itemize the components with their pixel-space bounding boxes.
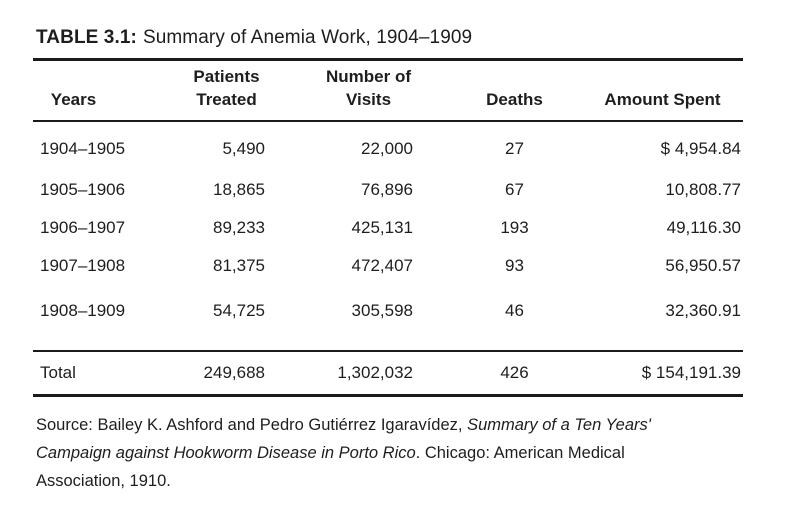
visits-cell: 305,598 xyxy=(351,301,413,320)
years-cell: 1906–1907 xyxy=(40,218,126,237)
book-title-italic: Summary of a Ten Years' xyxy=(467,416,651,434)
column-header-label: Years xyxy=(50,90,97,109)
total-patients-cell: 249,688 xyxy=(150,350,267,396)
visits-cell: 76,896 xyxy=(361,180,413,199)
source-text: . Chicago: American Medical xyxy=(415,444,625,462)
column-header-deaths: Deaths xyxy=(415,59,600,122)
column-header-years: Years xyxy=(33,59,150,122)
patients-cell: 54,725 xyxy=(213,301,265,320)
header-row: Years Patients Treated Number of Visits … xyxy=(33,59,743,122)
deaths-cell: 27 xyxy=(505,139,524,158)
source-line: Association, 1910. xyxy=(36,467,751,495)
deaths-cell: 93 xyxy=(505,256,524,275)
source-line: Source: Bailey K. Ashford and Pedro Guti… xyxy=(36,411,751,439)
column-header-number-of-visits: Number of Visits xyxy=(267,59,415,122)
years-cell: 1908–1909 xyxy=(40,301,126,320)
amount-cell: 10,808.77 xyxy=(665,180,741,199)
source-line: Campaign against Hookworm Disease in Por… xyxy=(36,439,751,467)
column-header-top-line: Number of xyxy=(326,67,411,86)
source-text: Source: Bailey K. Ashford and Pedro Guti… xyxy=(36,416,468,434)
total-label: Total xyxy=(33,350,150,396)
page-container: TABLE 3.1: Summary of Anemia Work, 1904–1… xyxy=(0,26,791,495)
table-row: 1907–1908 81,375 472,407 93 56,950.57 xyxy=(33,247,743,285)
years-cell: 1904–1905 xyxy=(40,139,126,158)
column-header-amount-spent: Amount Spent xyxy=(600,59,743,122)
patients-cell: 5,490 xyxy=(222,139,265,158)
total-visits-cell: 1,302,032 xyxy=(267,350,415,396)
visits-cell: 22,000 xyxy=(361,139,413,158)
column-header-label: Deaths xyxy=(486,90,543,109)
book-title-italic: Campaign against Hookworm Disease in Por… xyxy=(36,444,416,462)
amount-cell: 49,116.30 xyxy=(666,218,741,237)
table-header: Years Patients Treated Number of Visits … xyxy=(33,59,743,122)
column-header-label: Amount Spent xyxy=(604,90,721,109)
column-header-label: Treated xyxy=(196,90,257,109)
table-row: 1905–1906 18,865 76,896 67 10,808.77 xyxy=(33,171,743,209)
table-number-label: TABLE 3.1: xyxy=(36,27,137,48)
total-row: Total 249,688 1,302,032 426 $ 154,191.39 xyxy=(33,350,743,396)
table-row: 1904–1905 5,490 22,000 27 $ 4,954.84 xyxy=(33,121,743,171)
amount-cell: 32,360.91 xyxy=(665,301,741,320)
table-title: TABLE 3.1: Summary of Anemia Work, 1904–1… xyxy=(36,26,751,49)
patients-cell: 18,865 xyxy=(213,180,265,199)
total-deaths-cell: 426 xyxy=(415,350,600,396)
amount-cell: $ 4,954.84 xyxy=(660,139,741,158)
visits-cell: 425,131 xyxy=(351,218,413,237)
column-header-top-line: Patients xyxy=(193,67,260,86)
source-citation: Source: Bailey K. Ashford and Pedro Guti… xyxy=(36,411,751,495)
patients-cell: 81,375 xyxy=(213,256,265,275)
years-cell: 1907–1908 xyxy=(40,256,126,275)
column-header-label: Visits xyxy=(345,90,392,109)
deaths-cell: 193 xyxy=(500,218,529,237)
table-row: 1908–1909 54,725 305,598 46 32,360.91 xyxy=(33,285,743,351)
deaths-cell: 67 xyxy=(505,180,524,199)
table-body: 1904–1905 5,490 22,000 27 $ 4,954.84 190… xyxy=(33,121,743,396)
years-cell: 1905–1906 xyxy=(40,180,126,199)
amount-cell: 56,950.57 xyxy=(665,256,741,275)
deaths-cell: 46 xyxy=(505,301,524,320)
visits-cell: 472,407 xyxy=(351,256,413,275)
table-title-text: Summary of Anemia Work, 1904–1909 xyxy=(142,27,473,48)
source-text: Association, 1910. xyxy=(36,472,171,490)
patients-cell: 89,233 xyxy=(213,218,265,237)
column-header-patients-treated: Patients Treated xyxy=(150,59,267,122)
anemia-summary-table: Years Patients Treated Number of Visits … xyxy=(33,58,743,397)
total-amount-cell: $ 154,191.39 xyxy=(600,350,743,396)
table-row: 1906–1907 89,233 425,131 193 49,116.30 xyxy=(33,209,743,247)
